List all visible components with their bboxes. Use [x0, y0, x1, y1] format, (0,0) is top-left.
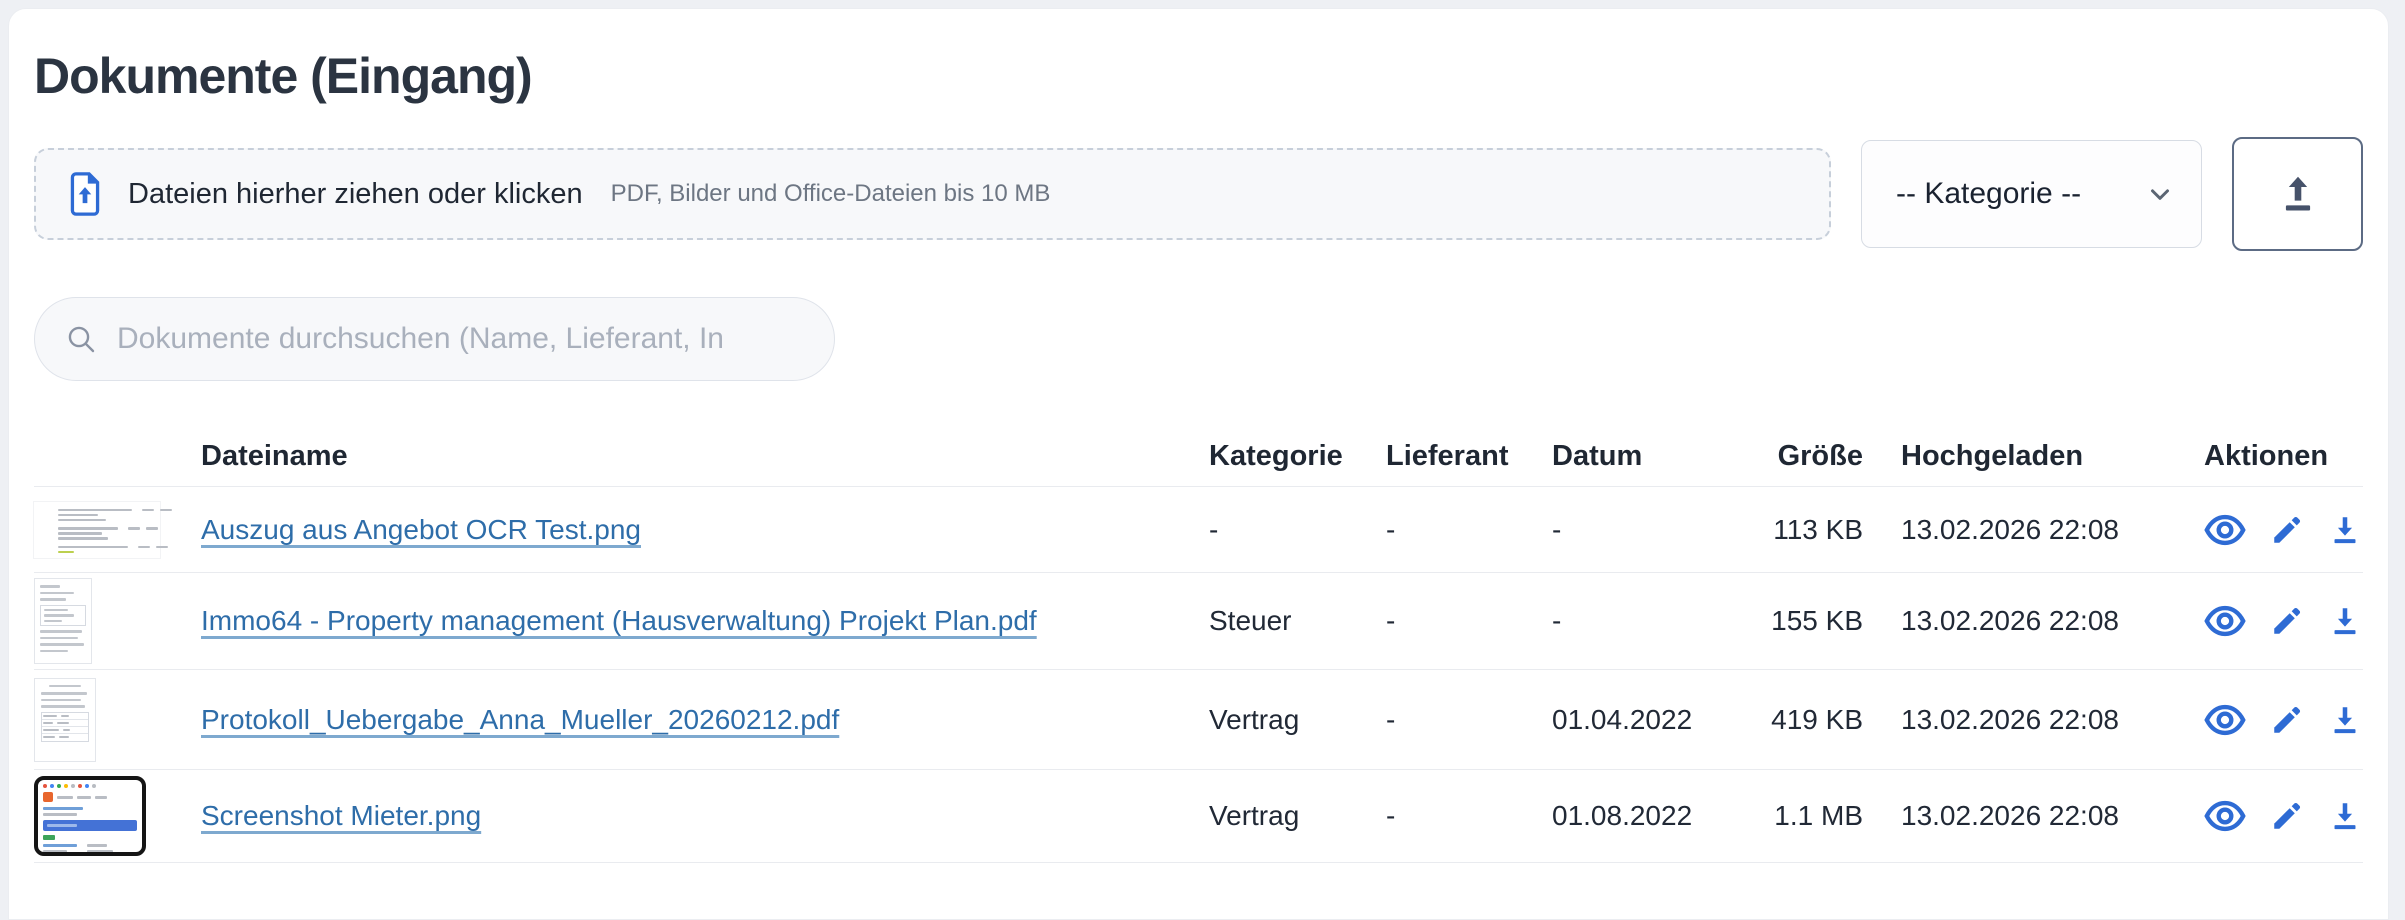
upload-icon: [2276, 172, 2320, 216]
documents-table: Dateiname Kategorie Lieferant Datum Größ…: [34, 427, 2363, 863]
cell-datum: 01.04.2022: [1552, 703, 1693, 735]
document-thumbnail: [34, 578, 92, 664]
cell-kategorie: Vertrag: [1209, 703, 1300, 735]
edit-pencil-icon[interactable]: [2270, 799, 2304, 833]
cell-groesse: 1.1 MB: [1774, 800, 1863, 831]
document-link[interactable]: Screenshot Mieter.png: [201, 800, 482, 831]
document-link[interactable]: Auszug aus Angebot OCR Test.png: [201, 513, 641, 545]
document-link[interactable]: Protokoll_Uebergabe_Anna_Mueller_2026021…: [201, 703, 840, 735]
dropzone-main-text: Dateien hierher ziehen oder klicken: [128, 177, 583, 210]
view-eye-icon[interactable]: [2204, 800, 2246, 832]
cell-groesse: 155 KB: [1771, 605, 1863, 636]
cell-kategorie: Steuer: [1209, 605, 1292, 636]
cell-lieferant: -: [1386, 800, 1396, 831]
cell-datum: 01.08.2022: [1552, 800, 1693, 831]
upload-button[interactable]: [2232, 137, 2363, 251]
category-select-value: -- Kategorie --: [1896, 177, 2082, 210]
dropzone-hint-text: PDF, Bilder und Office-Dateien bis 10 MB: [610, 180, 1051, 207]
documents-panel: Dokumente (Eingang) Dateien hierher zieh…: [8, 8, 2389, 920]
chevron-down-icon: [2145, 179, 2175, 209]
table-row: Auszug aus Angebot OCR Test.png - - - 11…: [34, 487, 2363, 573]
cell-lieferant: -: [1386, 513, 1396, 545]
edit-pencil-icon[interactable]: [2270, 604, 2304, 638]
document-thumbnail: [34, 501, 172, 558]
document-link[interactable]: Immo64 - Property management (Hausverwal…: [201, 605, 1037, 636]
cell-hochgeladen: 13.02.2026 22:08: [1901, 800, 2119, 831]
upload-toolbar: Dateien hierher ziehen oder klicken PDF,…: [34, 137, 2363, 251]
column-header-lieferant: Lieferant: [1386, 440, 1509, 472]
download-icon[interactable]: [2328, 799, 2362, 833]
file-dropzone[interactable]: Dateien hierher ziehen oder klicken PDF,…: [34, 148, 1831, 240]
edit-pencil-icon[interactable]: [2270, 703, 2304, 737]
document-thumbnail: [34, 677, 96, 762]
cell-groesse: 419 KB: [1771, 703, 1863, 735]
cell-kategorie: -: [1209, 513, 1219, 545]
column-header-dateiname: Dateiname: [201, 440, 348, 472]
cell-lieferant: -: [1386, 703, 1396, 735]
view-eye-icon[interactable]: [2204, 605, 2246, 637]
column-header-hochgeladen: Hochgeladen: [1901, 440, 2084, 472]
cell-kategorie: Vertrag: [1209, 800, 1300, 831]
search-bar: [34, 297, 835, 381]
view-eye-icon[interactable]: [2204, 514, 2246, 546]
cell-hochgeladen: 13.02.2026 22:08: [1901, 513, 2119, 545]
cell-groesse: 113 KB: [1773, 513, 1863, 545]
column-header-groesse: Größe: [1777, 440, 1863, 472]
view-eye-icon[interactable]: [2204, 704, 2246, 736]
cell-hochgeladen: 13.02.2026 22:08: [1901, 703, 2119, 735]
column-header-aktionen: Aktionen: [2204, 440, 2329, 472]
cell-datum: -: [1552, 513, 1562, 545]
download-icon[interactable]: [2328, 513, 2362, 547]
cell-hochgeladen: 13.02.2026 22:08: [1901, 605, 2119, 636]
search-icon: [65, 323, 97, 355]
table-row: Protokoll_Uebergabe_Anna_Mueller_2026021…: [34, 670, 2363, 770]
download-icon[interactable]: [2328, 703, 2362, 737]
edit-pencil-icon[interactable]: [2270, 513, 2304, 547]
table-row: Screenshot Mieter.png Vertrag - 01.08.20…: [34, 770, 2363, 863]
search-input[interactable]: [117, 322, 808, 356]
category-select[interactable]: -- Kategorie --: [1861, 140, 2202, 248]
cell-lieferant: -: [1386, 605, 1396, 636]
column-header-kategorie: Kategorie: [1209, 440, 1343, 472]
page-title: Dokumente (Eingang): [34, 48, 533, 104]
cell-datum: -: [1552, 605, 1562, 636]
column-header-datum: Datum: [1552, 440, 1643, 472]
file-arrow-up-icon: [66, 172, 104, 216]
document-thumbnail: [34, 776, 146, 856]
table-header-row: Dateiname Kategorie Lieferant Datum Größ…: [34, 427, 2363, 487]
download-icon[interactable]: [2328, 604, 2362, 638]
table-row: Immo64 - Property management (Hausverwal…: [34, 573, 2363, 670]
